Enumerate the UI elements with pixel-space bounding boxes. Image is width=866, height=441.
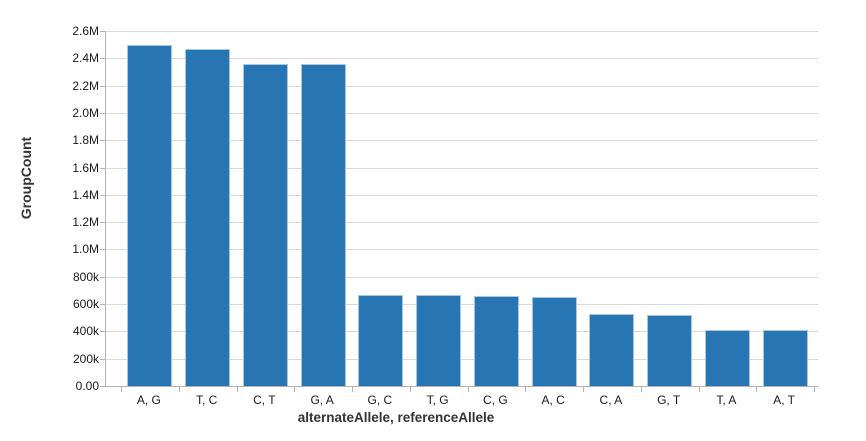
y-tick-mark [100,31,105,32]
bar-slot [699,31,757,386]
gridline [106,31,818,32]
gridline [106,58,818,60]
gridline [106,112,818,114]
bar-slot [410,31,468,386]
gridline [106,194,818,196]
bar-C-T [242,64,288,386]
bar-C-A [589,314,635,386]
x-tick-label: C, T [253,393,276,407]
y-tick-mark [100,358,105,360]
y-tick-label: 1.0M [72,242,99,257]
bar-slot [237,31,295,386]
y-axis-tick-labels: 0.00 200k 400k 600k 800k 1.0M 1.2M 1.4M 1.6M 1.8M… [0,24,99,393]
bar-slot [121,31,179,386]
y-tick-label: 600k [72,297,99,312]
y-tick-label: 2.4M [72,51,99,66]
x-tick-mark [583,387,584,392]
x-tick-mark [814,387,815,392]
x-axis-tick-labels: A, G T, C C, T G, A G, C T, G C, G A, C C, A G, T… [120,393,813,407]
x-tick-mark [525,387,527,392]
x-tick-mark [352,387,353,392]
x-tick-mark [409,387,411,392]
x-tick-label: C, G [483,393,508,407]
y-tick-mark [100,167,105,169]
y-tick-mark [100,249,105,251]
y-tick-mark [100,276,105,278]
y-tick-label: 1.4M [72,187,99,202]
x-tick-label: G, A [310,393,334,407]
bar-T-C [185,49,231,386]
gridline [106,331,818,333]
bar-C-G [473,296,519,386]
y-tick-label: 1.8M [72,133,99,148]
bars-layer [121,31,814,386]
x-tick-mark [756,387,758,392]
y-tick-mark [100,112,105,114]
x-tick-label: G, T [657,393,681,407]
bar-slot [583,31,641,386]
gridline [106,276,818,278]
bar-slot [756,31,814,386]
y-tick-mark [100,386,105,387]
x-tick-mark [467,387,469,392]
bar-slot [525,31,583,386]
bar-slot [641,31,699,386]
x-axis-title: alternateAllele, referenceAllele [297,410,495,425]
y-tick-label: 1.2M [72,215,99,230]
gridline [106,222,818,224]
bar-slot [352,31,410,386]
bar-G-T [647,315,693,386]
bar-T-G [416,295,462,386]
y-tick-label: 800k [72,269,99,284]
x-tick-mark [236,387,238,392]
gridline [106,249,818,251]
bar-T-A [704,330,750,386]
x-tick-label: A, C [541,393,565,407]
bar-G-C [358,295,404,386]
y-tick-label: 2.0M [72,105,99,120]
bar-A-T [762,330,808,386]
bar-slot [179,31,237,386]
gridline [106,85,818,87]
gridline [106,167,818,169]
bar-slot [294,31,352,386]
x-tick-label: A, T [773,393,796,407]
x-tick-mark [294,387,296,392]
x-tick-mark [640,387,642,392]
bar-G-A [300,64,346,386]
x-tick-label: A, G [136,393,161,407]
x-tick-label: G, C [367,393,393,407]
x-tick-label: T, G [426,393,449,407]
plot-area [100,31,818,392]
x-tick-mark [121,387,122,392]
y-tick-label: 200k [72,351,99,366]
y-tick-label: 1.6M [72,160,99,175]
gridline [106,140,818,142]
y-tick-label: 2.2M [72,78,99,93]
y-tick-mark [100,304,105,306]
x-tick-label: T, A [716,393,737,407]
y-tick-mark [100,58,105,60]
gridline [106,358,818,360]
bar-slot [468,31,526,386]
y-tick-mark [100,331,105,333]
x-tick-label: C, A [599,393,623,407]
y-tick-label: 400k [72,324,99,339]
y-tick-mark [100,222,105,224]
x-tick-label: T, C [195,393,218,407]
bar-A-C [531,297,577,386]
y-tick-mark [100,140,105,142]
y-tick-label: 2.6M [72,24,99,38]
gridline [106,304,818,306]
y-tick-label: 0.00 [75,379,99,393]
bar-A-G [127,45,173,386]
x-tick-mark [698,387,700,392]
x-tick-mark [178,387,180,392]
y-tick-mark [100,85,105,87]
y-tick-mark [100,194,105,196]
